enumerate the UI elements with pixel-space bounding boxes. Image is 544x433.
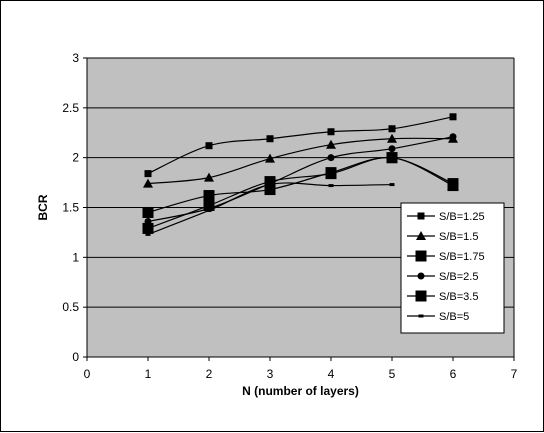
x-tick-label: 0 bbox=[84, 367, 91, 381]
data-point-s2-5 bbox=[387, 133, 397, 143]
y-tick-label: 1.5 bbox=[62, 201, 79, 215]
y-tick-label: 0.5 bbox=[62, 300, 79, 314]
series-5 bbox=[142, 152, 459, 234]
y-tick-label: 2 bbox=[72, 151, 79, 165]
x-tick-label: 7 bbox=[511, 367, 518, 381]
y-tick-label: 3 bbox=[72, 51, 79, 65]
data-point-s4-5 bbox=[388, 145, 396, 153]
legend-label: S/B=1.25 bbox=[439, 211, 485, 223]
legend-item-3: S/B=1.75 bbox=[407, 250, 485, 263]
data-point-s5-5 bbox=[386, 152, 398, 164]
data-point-s1-5 bbox=[388, 125, 396, 133]
data-point-s2-1 bbox=[143, 178, 153, 188]
legend-swatch-marker bbox=[418, 314, 424, 318]
legend-label: S/B=1.5 bbox=[439, 231, 478, 243]
legend-swatch-marker bbox=[417, 272, 425, 280]
legend-swatch-marker bbox=[415, 250, 427, 262]
data-point-s5-3 bbox=[264, 176, 276, 188]
legend-swatch-marker bbox=[416, 231, 426, 240]
legend-label: S/B=2.5 bbox=[439, 271, 478, 283]
legend-label: S/B=3.5 bbox=[439, 291, 478, 303]
legend-item-2: S/B=1.5 bbox=[407, 231, 478, 243]
y-tick-label: 2.5 bbox=[62, 101, 79, 115]
legend: S/B=1.25 S/B=1.5 S/B=1.75 S/B=2.5 S/B=3.5 S/B… bbox=[400, 202, 505, 334]
x-tick-label: 5 bbox=[389, 367, 396, 381]
x-axis-title: N (number of layers) bbox=[242, 384, 359, 398]
data-point-s2-3 bbox=[265, 153, 275, 163]
series-6 bbox=[145, 182, 395, 236]
data-point-s1-4 bbox=[327, 128, 335, 136]
data-point-s3-3 bbox=[264, 184, 276, 196]
legend-item-4: S/B=2.5 bbox=[407, 271, 478, 283]
data-point-s2-2 bbox=[204, 172, 214, 182]
data-point-s1-6 bbox=[449, 113, 457, 121]
series-line-5 bbox=[147, 156, 454, 229]
data-point-s1-1 bbox=[144, 170, 152, 178]
data-point-s1-3 bbox=[266, 135, 274, 143]
x-tick-label: 6 bbox=[450, 367, 457, 381]
data-point-s4-4 bbox=[327, 154, 335, 162]
legend-item-5: S/B=3.5 bbox=[407, 290, 478, 303]
y-tick-label: 0 bbox=[72, 350, 79, 364]
data-point-s6-4 bbox=[328, 184, 334, 188]
data-point-s2-4 bbox=[326, 139, 336, 149]
legend-item-6: S/B=5 bbox=[407, 311, 469, 323]
x-tick-label: 2 bbox=[206, 367, 213, 381]
series-1 bbox=[144, 113, 457, 178]
data-point-s6-5 bbox=[389, 183, 395, 187]
legend-box bbox=[400, 202, 505, 334]
data-point-s3-2 bbox=[203, 190, 215, 202]
legend-swatch-marker bbox=[417, 212, 425, 220]
data-point-s5-4 bbox=[325, 168, 337, 180]
data-point-s5-2 bbox=[203, 200, 215, 212]
legend-swatch-marker bbox=[415, 290, 427, 302]
x-tick-label: 1 bbox=[145, 367, 152, 381]
legend-item-1: S/B=1.25 bbox=[407, 211, 485, 223]
y-axis-title: BCR bbox=[36, 194, 50, 220]
x-tick-label: 3 bbox=[267, 367, 274, 381]
y-tick-label: 1 bbox=[72, 250, 79, 264]
x-tick-label: 4 bbox=[328, 367, 335, 381]
series-2 bbox=[143, 133, 458, 188]
tick-labels: 0 0.5 1 1.5 2 2.5 3 0 1 2 3 4 5 6 7 bbox=[62, 51, 517, 381]
data-point-s4-6 bbox=[449, 133, 457, 141]
legend-label: S/B=1.75 bbox=[439, 251, 485, 263]
data-point-s5-1 bbox=[142, 222, 154, 234]
data-point-s1-2 bbox=[205, 142, 213, 150]
data-point-s6-2 bbox=[206, 208, 212, 212]
series-line-2 bbox=[147, 137, 454, 185]
legend-label: S/B=5 bbox=[439, 311, 469, 323]
series-layer bbox=[142, 113, 459, 236]
series-line-1 bbox=[147, 116, 454, 175]
data-point-s5-6 bbox=[447, 180, 459, 192]
data-point-s6-1 bbox=[145, 232, 151, 236]
data-point-s6-3 bbox=[267, 183, 273, 187]
data-point-s3-1 bbox=[142, 206, 154, 218]
